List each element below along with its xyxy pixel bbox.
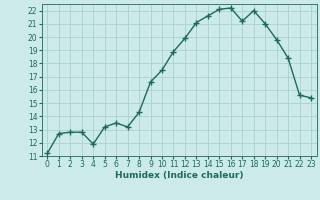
X-axis label: Humidex (Indice chaleur): Humidex (Indice chaleur) [115,171,244,180]
